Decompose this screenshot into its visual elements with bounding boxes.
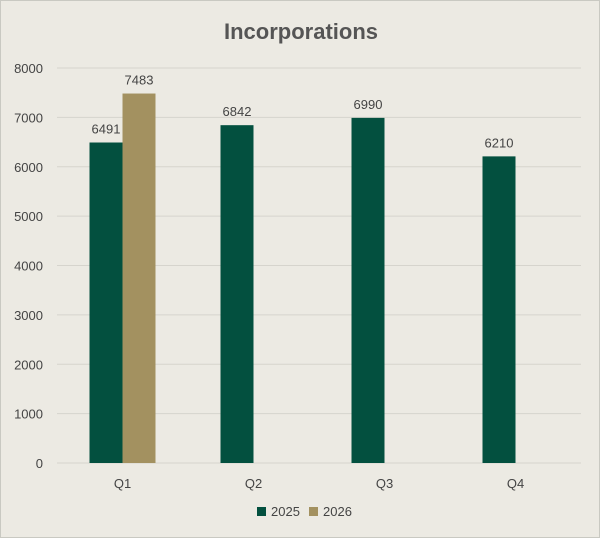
y-tick-label: 0 xyxy=(36,456,43,471)
data-label: 6491 xyxy=(92,122,121,137)
legend-swatch-2026 xyxy=(309,507,318,516)
data-label: 6842 xyxy=(223,104,252,119)
y-tick-label: 8000 xyxy=(14,61,43,76)
bar-2026-Q1 xyxy=(122,93,156,463)
y-tick-label: 3000 xyxy=(14,308,43,323)
y-tick-label: 2000 xyxy=(14,357,43,372)
bar-2025-Q1 xyxy=(89,142,123,463)
legend-label: 2026 xyxy=(323,504,352,519)
y-axis-ticks: 0 1000 2000 3000 4000 5000 6000 7000 8000 xyxy=(14,61,43,471)
data-label: 6990 xyxy=(354,97,383,112)
x-tick-label: Q2 xyxy=(245,476,262,491)
chart-title: Incorporations xyxy=(224,19,378,44)
bars xyxy=(89,93,516,464)
legend-label: 2025 xyxy=(271,504,300,519)
x-axis-ticks: Q1 Q2 Q3 Q4 xyxy=(114,476,524,491)
y-tick-label: 5000 xyxy=(14,209,43,224)
bar-2025-Q4 xyxy=(482,156,516,463)
y-tick-label: 4000 xyxy=(14,259,43,274)
legend: 2025 2026 xyxy=(257,504,352,519)
x-tick-label: Q1 xyxy=(114,476,131,491)
y-tick-label: 7000 xyxy=(14,110,43,125)
x-tick-label: Q4 xyxy=(507,476,524,491)
legend-swatch-2025 xyxy=(257,507,266,516)
data-label: 6210 xyxy=(485,135,514,150)
data-labels: 6491 6842 6990 6210 7483 xyxy=(92,73,514,151)
bar-2025-Q2 xyxy=(220,125,254,464)
x-tick-label: Q3 xyxy=(376,476,393,491)
data-label: 7483 xyxy=(125,73,154,88)
y-tick-label: 6000 xyxy=(14,160,43,175)
bar-2025-Q3 xyxy=(351,117,385,464)
y-tick-label: 1000 xyxy=(14,407,43,422)
